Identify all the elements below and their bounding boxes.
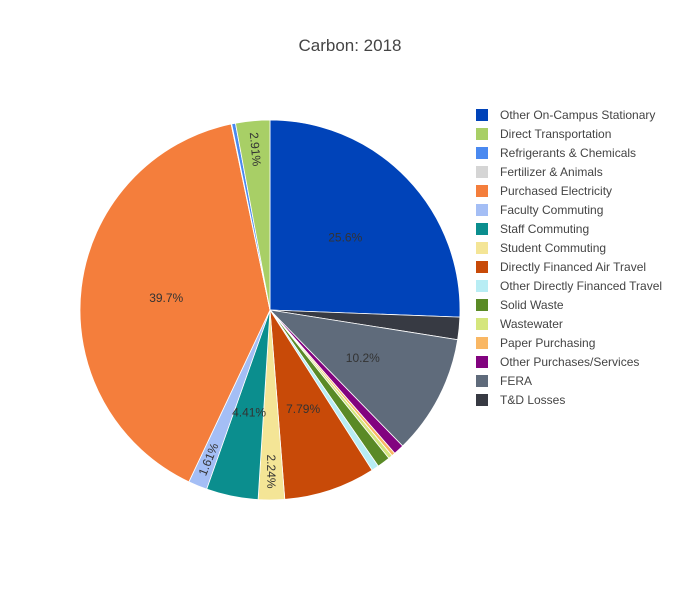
slice-label-other-on-campus-stationary: 25.6% <box>328 231 362 245</box>
legend-label: Other Directly Financed Travel <box>500 279 662 293</box>
legend-label: Paper Purchasing <box>500 336 595 350</box>
legend-swatch <box>476 280 488 292</box>
legend-swatch <box>476 166 488 178</box>
legend-swatch <box>476 185 488 197</box>
slice-label-fera: 10.2% <box>346 351 380 365</box>
legend-label: Solid Waste <box>500 298 564 312</box>
slice-label-direct-transportation: 2.91% <box>247 132 264 167</box>
legend-item-other-directly-financed-travel[interactable]: Other Directly Financed Travel <box>476 279 662 293</box>
legend-item-staff-commuting[interactable]: Staff Commuting <box>476 222 589 236</box>
legend-label: Refrigerants & Chemicals <box>500 146 636 160</box>
legend-swatch <box>476 147 488 159</box>
legend-item-other-on-campus-stationary[interactable]: Other On-Campus Stationary <box>476 108 655 122</box>
legend: Other On-Campus Stationary Direct Transpo… <box>476 108 662 407</box>
legend-swatch <box>476 318 488 330</box>
legend-item-solid-waste[interactable]: Solid Waste <box>476 298 564 312</box>
legend-item-faculty-commuting[interactable]: Faculty Commuting <box>476 203 603 217</box>
slice-label-purchased-electricity: 39.7% <box>149 291 183 305</box>
legend-swatch <box>476 242 488 254</box>
legend-item-fertilizer-and-animals[interactable]: Fertilizer & Animals <box>476 165 603 179</box>
legend-item-fera[interactable]: FERA <box>476 374 532 388</box>
chart-title: Carbon: 2018 <box>298 36 401 55</box>
legend-label: Staff Commuting <box>500 222 589 236</box>
slice-label-directly-financed-air-travel: 7.79% <box>286 402 320 416</box>
slice-purchased-electricity[interactable] <box>79 123 271 483</box>
legend-label: Purchased Electricity <box>500 184 612 198</box>
legend-swatch <box>476 337 488 349</box>
legend-item-paper-purchasing[interactable]: Paper Purchasing <box>476 336 595 350</box>
legend-label: Faculty Commuting <box>500 203 603 217</box>
legend-swatch <box>476 109 488 121</box>
pie-slices <box>79 119 461 501</box>
legend-item-wastewater[interactable]: Wastewater <box>476 317 563 331</box>
legend-label: Other Purchases/Services <box>500 355 639 369</box>
legend-swatch <box>476 223 488 235</box>
legend-swatch <box>476 375 488 387</box>
legend-swatch <box>476 394 488 406</box>
slice-other-on-campus-stationary[interactable] <box>269 119 461 318</box>
slice-label-staff-commuting: 4.41% <box>232 405 266 419</box>
legend-label: Wastewater <box>500 317 563 331</box>
legend-swatch <box>476 128 488 140</box>
slice-directly-financed-air-travel[interactable] <box>269 309 373 500</box>
legend-label: T&D Losses <box>500 393 565 407</box>
legend-item-student-commuting[interactable]: Student Commuting <box>476 241 606 255</box>
legend-label: Other On-Campus Stationary <box>500 108 655 122</box>
legend-label: Fertilizer & Animals <box>500 165 603 179</box>
legend-swatch <box>476 204 488 216</box>
legend-label: Student Commuting <box>500 241 606 255</box>
legend-swatch <box>476 356 488 368</box>
legend-label: Direct Transportation <box>500 127 611 141</box>
legend-item-directly-financed-air-travel[interactable]: Directly Financed Air Travel <box>476 260 646 274</box>
slice-fera[interactable] <box>268 309 459 447</box>
slice-direct-transportation[interactable] <box>234 119 271 311</box>
legend-swatch <box>476 299 488 311</box>
legend-item-direct-transportation[interactable]: Direct Transportation <box>476 127 611 141</box>
legend-item-other-purchases-services[interactable]: Other Purchases/Services <box>476 355 639 369</box>
slice-label-student-commuting: 2.24% <box>264 454 278 488</box>
legend-item-purchased-electricity[interactable]: Purchased Electricity <box>476 184 612 198</box>
legend-item-tandd-losses[interactable]: T&D Losses <box>476 393 565 407</box>
legend-item-refrigerants-and-chemicals[interactable]: Refrigerants & Chemicals <box>476 146 636 160</box>
legend-swatch <box>476 261 488 273</box>
legend-label: Directly Financed Air Travel <box>500 260 646 274</box>
legend-label: FERA <box>500 374 532 388</box>
